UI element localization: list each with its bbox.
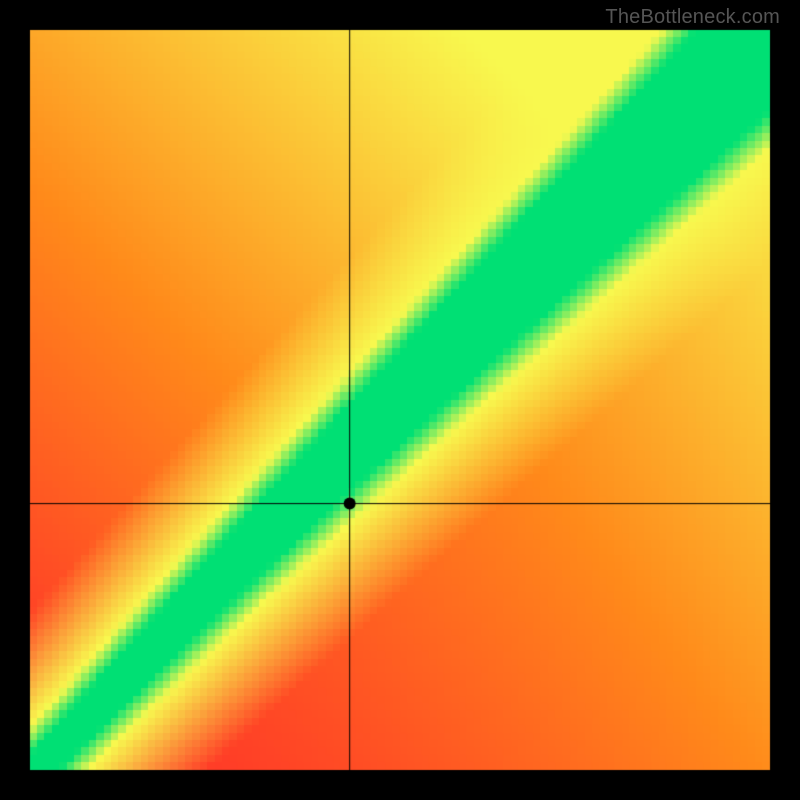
bottleneck-heatmap xyxy=(0,0,800,800)
watermark-text: TheBottleneck.com xyxy=(605,6,780,29)
chart-container: TheBottleneck.com xyxy=(0,0,800,800)
